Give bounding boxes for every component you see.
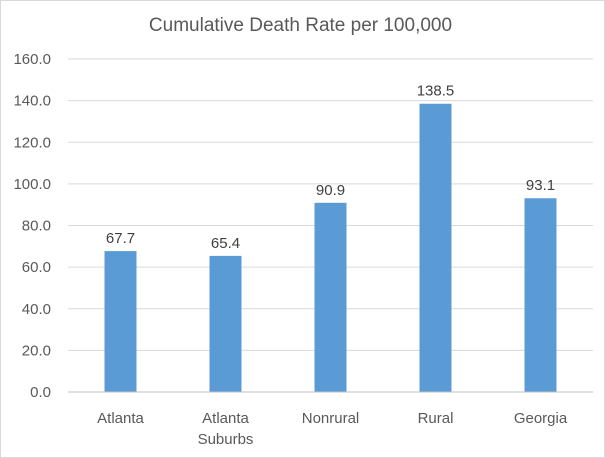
y-axis-tick-labels: 0.0 20.0 40.0 60.0 80.0 100.0 120.0 140.0 160.0	[13, 51, 51, 401]
bars	[104, 103, 557, 392]
y-tick-label: 80.0	[22, 218, 51, 235]
y-tick-label: 40.0	[22, 301, 51, 318]
y-tick-label: 60.0	[22, 259, 51, 276]
bar	[419, 103, 452, 392]
x-category-label: Atlanta	[202, 410, 249, 427]
y-tick-label: 120.0	[13, 134, 51, 151]
x-category-label: Georgia	[514, 410, 568, 427]
data-label: 65.4	[211, 235, 240, 252]
data-label: 67.7	[106, 230, 135, 247]
x-axis-category-labels: Atlanta Atlanta Suburbs Nonrural Rural Georgi…	[97, 410, 568, 448]
chart-title: Cumulative Death Rate per 100,000	[149, 15, 452, 36]
x-category-label: Rural	[418, 410, 454, 427]
y-tick-label: 100.0	[13, 176, 51, 193]
y-tick-label: 140.0	[13, 93, 51, 110]
data-label: 90.9	[316, 182, 345, 199]
bar	[524, 198, 557, 392]
x-category-label: Atlanta	[97, 410, 144, 427]
data-label: 138.5	[417, 83, 455, 100]
data-label: 93.1	[526, 177, 555, 194]
x-category-label: Nonrural	[302, 410, 360, 427]
bar	[104, 251, 137, 392]
bar	[209, 255, 242, 392]
y-tick-label: 160.0	[13, 51, 51, 68]
x-category-label: Suburbs	[198, 431, 254, 448]
y-tick-label: 0.0	[30, 384, 51, 401]
data-labels: 67.7 65.4 90.9 138.5 93.1	[106, 83, 555, 252]
bar	[314, 202, 347, 392]
y-tick-label: 20.0	[22, 342, 51, 359]
